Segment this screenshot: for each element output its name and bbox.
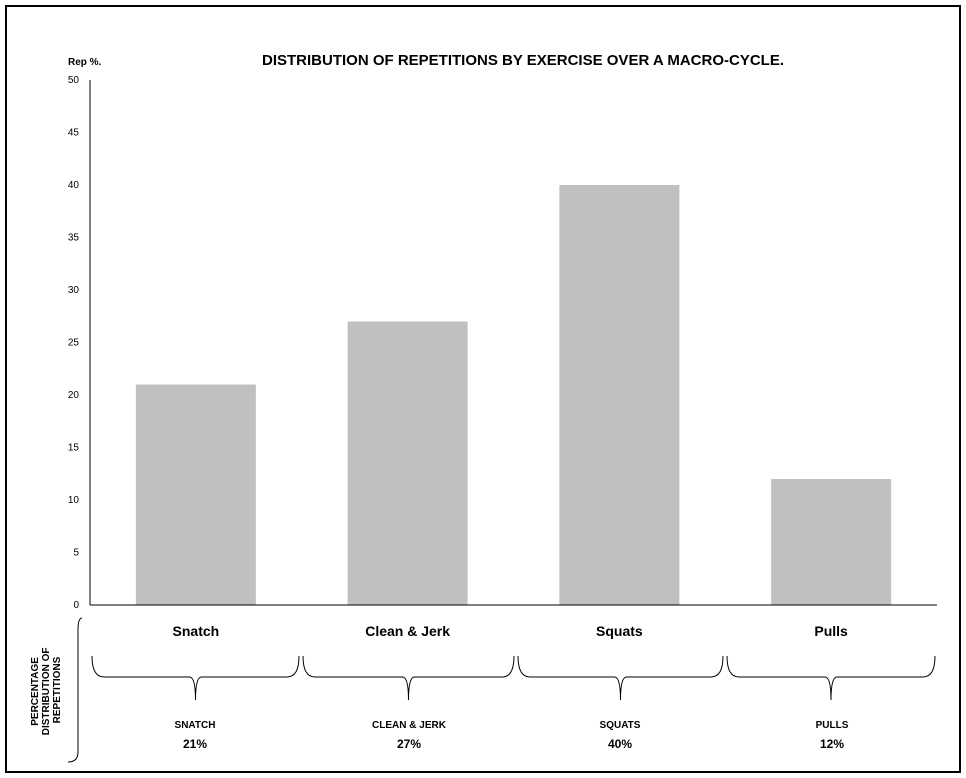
x-category-label: Clean & Jerk [365, 623, 450, 639]
distribution-percent: 21% [183, 737, 207, 751]
y-tick-label: 0 [73, 600, 79, 611]
category-brace [91, 655, 300, 701]
x-category-label: Pulls [814, 623, 848, 639]
bar [347, 321, 468, 605]
x-category-label: Squats [596, 623, 643, 639]
chart-title: DISTRIBUTION OF REPETITIONS BY EXERCISE … [262, 52, 784, 69]
bars-group [135, 185, 892, 605]
y-tick-label: 20 [68, 390, 80, 401]
distribution-section: PERCENTAGE DISTRIBUTION OF REPETITIONS S… [30, 617, 936, 763]
percent-labels: SNATCH 21% CLEAN & JERK 27% SQUATS 40% PULLS 12… [175, 720, 849, 751]
side-label-line-2: DISTRIBUTION OF [41, 648, 52, 736]
x-category-label: Snatch [173, 623, 220, 639]
category-brace [517, 655, 724, 701]
y-tick-label: 10 [68, 495, 80, 506]
y-tick-label: 15 [68, 443, 80, 454]
side-label-line-1: PERCENTAGE [30, 657, 41, 726]
side-label-line-3: REPETITIONS [52, 656, 63, 723]
bar [559, 185, 680, 605]
category-braces [91, 655, 936, 701]
category-brace [726, 655, 936, 701]
bar [771, 479, 892, 605]
x-category-labels: Snatch Clean & Jerk Squats Pulls [173, 623, 849, 639]
distribution-percent: 12% [820, 737, 844, 751]
y-axis-label: Rep %. [68, 57, 102, 68]
distribution-name: CLEAN & JERK [372, 720, 447, 731]
y-tick-label: 25 [68, 338, 80, 349]
y-tick-label: 35 [68, 233, 80, 244]
distribution-percent: 40% [608, 737, 632, 751]
y-axis: 0 5 10 15 20 25 30 35 40 45 50 [68, 75, 937, 611]
left-brace [67, 617, 83, 763]
side-label: PERCENTAGE DISTRIBUTION OF REPETITIONS [30, 645, 63, 736]
y-tick-label: 45 [68, 128, 80, 139]
distribution-name: SNATCH [175, 720, 216, 731]
category-brace [302, 655, 515, 701]
y-tick-label: 40 [68, 180, 80, 191]
bar [135, 384, 256, 605]
y-tick-label: 5 [73, 548, 79, 559]
distribution-name: SQUATS [600, 720, 641, 731]
distribution-percent: 27% [397, 737, 421, 751]
distribution-name: PULLS [816, 720, 849, 731]
y-tick-label: 50 [68, 75, 80, 86]
y-tick-label: 30 [68, 285, 80, 296]
